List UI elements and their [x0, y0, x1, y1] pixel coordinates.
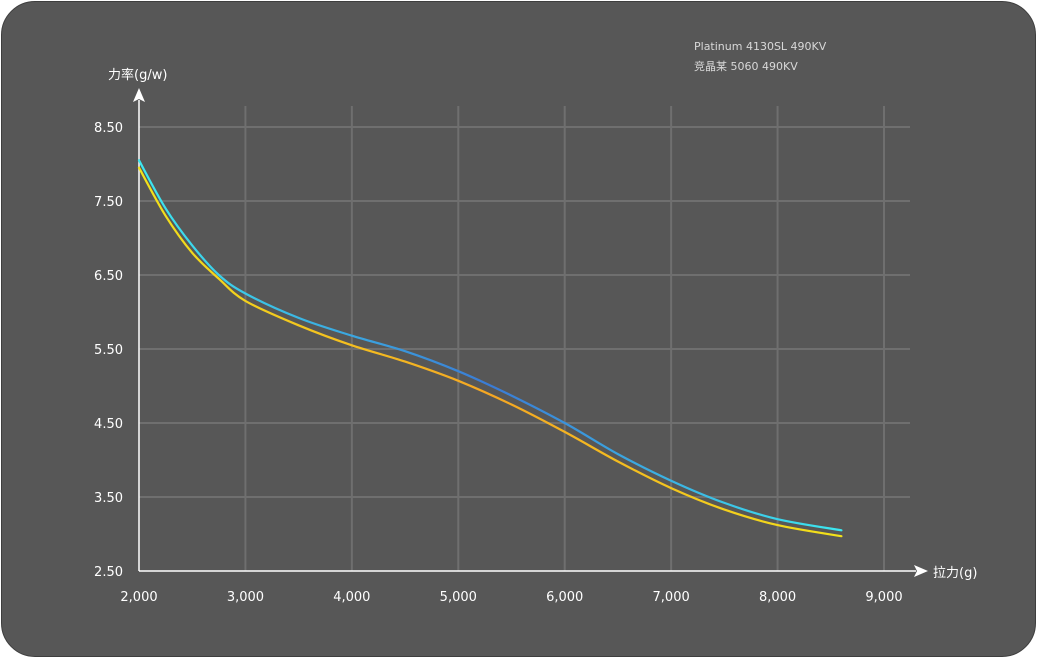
grid-lines — [139, 106, 910, 571]
x-tick-label: 5,000 — [440, 590, 477, 605]
legend: Platinum 4130SL 490KV 竞晶某 5060 490KV — [628, 40, 827, 73]
legend-item: Platinum 4130SL 490KV — [628, 40, 827, 53]
axes — [133, 88, 928, 577]
series-lines — [137, 159, 843, 538]
y-tick-label: 6.50 — [94, 269, 123, 284]
series-line-1 — [137, 159, 843, 532]
y-tick-label: 7.50 — [94, 195, 123, 210]
y-tick-label: 5.50 — [94, 343, 123, 358]
x-tick-label: 3,000 — [227, 590, 264, 605]
x-tick-label: 8,000 — [759, 590, 796, 605]
y-tick-label: 8.50 — [94, 121, 123, 136]
x-tick-label: 4,000 — [333, 590, 370, 605]
series-line-2 — [137, 166, 843, 538]
x-tick-label: 2,000 — [120, 590, 157, 605]
y-tick-label: 3.50 — [94, 491, 123, 506]
y-tick-label: 4.50 — [94, 417, 123, 432]
x-tick-label: 9,000 — [865, 590, 902, 605]
y-axis-arrow — [133, 88, 145, 102]
legend-label: Platinum 4130SL 490KV — [694, 40, 827, 53]
x-tick-label: 6,000 — [546, 590, 583, 605]
x-tick-label: 7,000 — [653, 590, 690, 605]
legend-item: 竞晶某 5060 490KV — [628, 59, 798, 73]
y-tick-label: 2.50 — [94, 565, 123, 580]
x-axis-title: 拉力(g) — [933, 566, 977, 581]
tick-labels: 2,000 3,000 4,000 5,000 6,000 7,000 8,000 9,000… — [94, 121, 903, 605]
x-axis-arrow — [914, 565, 928, 577]
legend-label: 竞晶某 5060 490KV — [694, 59, 798, 73]
y-axis-title: 力率(g/w) — [108, 67, 167, 83]
